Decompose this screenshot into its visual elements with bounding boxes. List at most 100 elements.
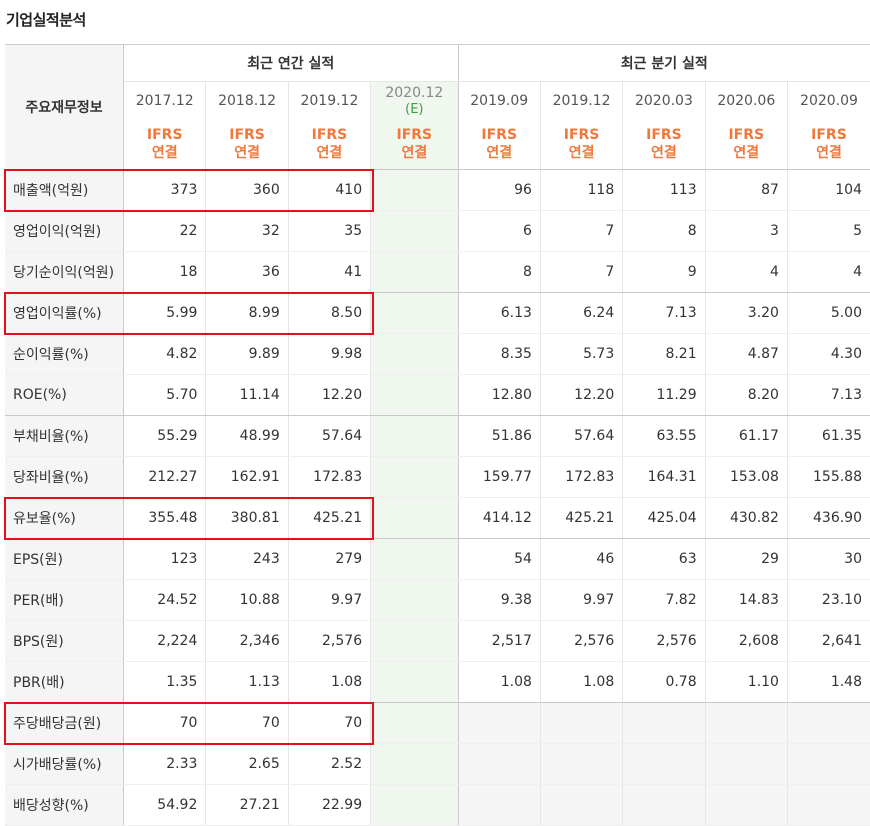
annual-value-cell: 2,346 [205, 620, 289, 662]
consolidated-label: 연결 [401, 145, 428, 161]
row-label: EPS(원) [5, 538, 125, 580]
quarter-value-cell: 172.83 [540, 456, 624, 498]
ifrs-standard-label: IFRS [811, 127, 847, 143]
ifrs-standard-label: IFRS [229, 127, 265, 143]
quarter-value-cell: 11.29 [622, 374, 706, 416]
ifrs-standard-label: IFRS [396, 127, 433, 143]
page-title: 기업실적분석 [6, 11, 86, 29]
row-label: 주당배당금(원) [5, 702, 125, 744]
annual-value-cell: 22 [123, 210, 207, 252]
annual-value-cell: 2,576 [288, 620, 372, 662]
estimate-value-cell [370, 784, 459, 826]
quarter-value-cell: 164.31 [622, 456, 706, 498]
quarter-value-cell: 63.55 [622, 415, 706, 457]
quarter-value-cell: 4 [705, 251, 788, 293]
annual-group-header: 최근 연간 실적 [123, 44, 459, 82]
annual-value-cell: 8.50 [288, 292, 372, 334]
row-label: 순이익률(%) [5, 333, 125, 375]
estimate-value-cell [370, 333, 459, 375]
row-label: 부채비율(%) [5, 415, 125, 457]
annual-value-cell: 4.82 [123, 333, 207, 375]
quarter-value-cell: 2,641 [787, 620, 870, 662]
quarter-value-cell: 1.10 [705, 661, 788, 703]
quarter-empty-cell [622, 702, 706, 744]
table-row: 당기순이익(억원) 18 36 41 8 7 9 4 4 [5, 251, 870, 293]
quarter-value-cell: 54 [458, 538, 541, 580]
ifrs-basis-header: IFRS 연결 [622, 119, 706, 170]
quarter-value-cell: 1.08 [540, 661, 624, 703]
annual-value-cell: 9.97 [288, 579, 372, 621]
quarter-value-cell: 7.82 [622, 579, 706, 621]
annual-value-cell: 1.08 [288, 661, 372, 703]
annual-value-cell: 9.98 [288, 333, 372, 375]
quarter-value-cell: 8.20 [705, 374, 788, 416]
quarter-value-cell: 9.38 [458, 579, 541, 621]
estimate-value-cell [370, 169, 459, 211]
quarter-value-cell: 6.13 [458, 292, 541, 334]
ifrs-standard-label: IFRS [146, 127, 183, 143]
row-label: ROE(%) [5, 374, 125, 416]
quarter-value-cell: 425.04 [622, 497, 706, 539]
row-label: 당기순이익(억원) [5, 251, 125, 293]
annual-value-cell: 172.83 [288, 456, 372, 498]
quarter-value-cell: 8 [458, 251, 541, 293]
consolidated-label: 연결 [234, 145, 260, 161]
quarter-period-header: 2020.09 [787, 81, 870, 119]
quarter-empty-cell [787, 743, 870, 785]
estimate-period-header: 2020.12 (E) [370, 81, 459, 119]
ifrs-basis-header: IFRS 연결 [370, 119, 459, 170]
annual-value-cell: 243 [205, 538, 289, 580]
ifrs-standard-label: IFRS [481, 127, 518, 143]
table-row: 당좌비율(%) 212.27 162.91 172.83 159.77 172.83 164… [5, 456, 870, 498]
annual-value-cell: 70 [288, 702, 372, 744]
table-row: 배당성향(%) 54.92 27.21 22.99 [5, 784, 870, 826]
annual-value-cell: 279 [288, 538, 372, 580]
estimate-value-cell [370, 743, 459, 785]
quarter-value-cell: 1.08 [458, 661, 541, 703]
row-label: 영업이익(억원) [5, 210, 125, 252]
estimate-value-cell [370, 210, 459, 252]
table-row: 부채비율(%) 55.29 48.99 57.64 51.86 57.64 63.55 61.… [5, 415, 870, 457]
consolidated-label: 연결 [151, 145, 178, 161]
ifrs-basis-header: IFRS 연결 [458, 119, 541, 170]
quarter-value-cell: 29 [705, 538, 788, 580]
annual-value-cell: 1.35 [123, 661, 207, 703]
ifrs-basis-header: IFRS 연결 [787, 119, 870, 170]
estimate-value-cell [370, 374, 459, 416]
table-row: PBR(배) 1.35 1.13 1.08 1.08 1.08 0.78 1.10 1.48 [5, 661, 870, 703]
quarter-empty-cell [705, 702, 788, 744]
consolidated-label: 연결 [651, 145, 677, 161]
consolidated-label: 연결 [568, 145, 595, 161]
annual-period-header: 2017.12 [123, 81, 207, 119]
quarter-empty-cell [622, 784, 706, 826]
annual-period-header: 2019.12 [288, 81, 372, 119]
quarter-value-cell: 57.64 [540, 415, 624, 457]
annual-value-cell: 1.13 [205, 661, 289, 703]
quarter-value-cell: 8.35 [458, 333, 541, 375]
quarter-value-cell: 118 [540, 169, 624, 211]
annual-value-cell: 212.27 [123, 456, 207, 498]
annual-value-cell: 123 [123, 538, 207, 580]
quarter-empty-cell [540, 743, 624, 785]
annual-value-cell: 373 [123, 169, 207, 211]
estimate-value-cell [370, 497, 459, 539]
annual-value-cell: 41 [288, 251, 372, 293]
annual-value-cell: 70 [123, 702, 207, 744]
ifrs-standard-label: IFRS [311, 127, 348, 143]
quarter-value-cell: 9.97 [540, 579, 624, 621]
table-row: ROE(%) 5.70 11.14 12.20 12.80 12.20 11.29 8.20 7… [5, 374, 870, 416]
annual-value-cell: 355.48 [123, 497, 207, 539]
ifrs-basis-header: IFRS 연결 [705, 119, 788, 170]
financial-summary-table: 주요재무정보 최근 연간 실적 최근 분기 실적 2017.12 2018.12 2… [5, 44, 870, 826]
estimate-value-cell [370, 415, 459, 457]
annual-value-cell: 24.52 [123, 579, 207, 621]
quarter-value-cell: 414.12 [458, 497, 541, 539]
table-row: 영업이익(억원) 22 32 35 6 7 8 3 5 [5, 210, 870, 252]
quarter-value-cell: 6 [458, 210, 541, 252]
quarter-value-cell: 8 [622, 210, 706, 252]
estimate-value-cell [370, 702, 459, 744]
quarter-group-header: 최근 분기 실적 [458, 44, 870, 82]
annual-value-cell: 10.88 [205, 579, 289, 621]
ifrs-basis-header: IFRS 연결 [205, 119, 289, 170]
quarter-value-cell: 7.13 [787, 374, 870, 416]
